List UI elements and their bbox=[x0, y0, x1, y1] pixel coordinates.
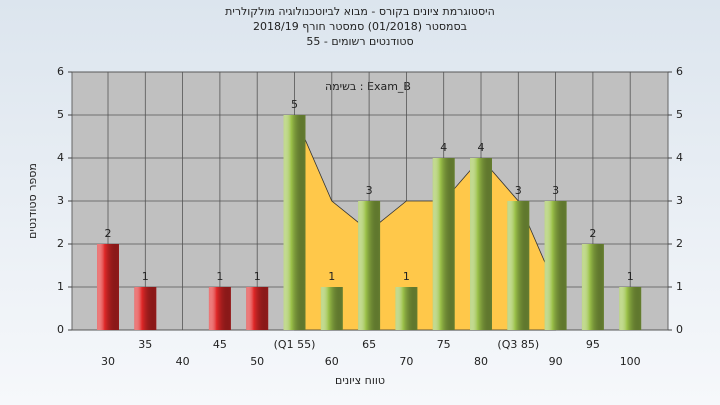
y2-tick-label: 1 bbox=[676, 280, 683, 293]
bar-shade bbox=[246, 287, 269, 330]
y-tick-label: 5 bbox=[57, 108, 64, 121]
data-label: 3 bbox=[366, 184, 373, 197]
data-label: 3 bbox=[552, 184, 559, 197]
bar-shade bbox=[470, 158, 492, 330]
x-tick-label: 95 bbox=[586, 338, 600, 351]
x-tick-label: 90 bbox=[549, 355, 563, 368]
y-tick-label: 1 bbox=[57, 280, 64, 293]
chart-title: היסטוגרמת ציונים בקורס - מבוא לביוטכנולו… bbox=[225, 5, 495, 18]
y-tick-label: 2 bbox=[57, 237, 64, 250]
data-label: 4 bbox=[478, 141, 485, 154]
bar-shade bbox=[395, 287, 418, 330]
bar-shade bbox=[208, 287, 231, 330]
data-label: 3 bbox=[515, 184, 522, 197]
x-axis-label: טווח ציונים bbox=[335, 374, 385, 387]
bar-shade bbox=[432, 158, 455, 330]
data-label: 1 bbox=[216, 270, 223, 283]
y-tick-label: 0 bbox=[57, 323, 64, 336]
annotation: בשימה : Exam_B bbox=[325, 80, 411, 93]
data-label: 2 bbox=[105, 227, 112, 240]
data-label: 1 bbox=[627, 270, 634, 283]
bar-shade bbox=[134, 287, 157, 330]
y-tick-label: 4 bbox=[57, 151, 64, 164]
y-tick-label: 3 bbox=[57, 194, 64, 207]
chart-subtitle: סטודנטים רשומים - 55 bbox=[306, 35, 413, 48]
bar-shade bbox=[619, 287, 642, 330]
y2-tick-label: 6 bbox=[676, 65, 683, 78]
y2-tick-label: 5 bbox=[676, 108, 683, 121]
data-label: 1 bbox=[254, 270, 261, 283]
x-tick-label: 75 bbox=[437, 338, 451, 351]
bar-shade bbox=[283, 115, 306, 330]
x-tick-label: 65 bbox=[362, 338, 376, 351]
x-tick-label: 45 bbox=[213, 338, 227, 351]
data-label: 1 bbox=[403, 270, 410, 283]
chart-subtitle: בסמסטר (01/2018) סמסטר חורף 2018/19 bbox=[253, 20, 467, 33]
bar-shade bbox=[97, 244, 119, 330]
x-tick-label: 100 bbox=[620, 355, 641, 368]
x-tick-label: 80 bbox=[474, 355, 488, 368]
x-tick-label: (Q1 55) bbox=[274, 338, 316, 351]
x-tick-label: 30 bbox=[101, 355, 115, 368]
x-tick-label: 50 bbox=[250, 355, 264, 368]
data-label: 1 bbox=[328, 270, 335, 283]
x-tick-label: 70 bbox=[399, 355, 413, 368]
bar-shade bbox=[358, 201, 381, 330]
y2-tick-label: 3 bbox=[676, 194, 683, 207]
x-tick-label: 60 bbox=[325, 355, 339, 368]
x-tick-label: (Q3 85) bbox=[497, 338, 539, 351]
data-label: 1 bbox=[142, 270, 149, 283]
data-label: 4 bbox=[440, 141, 447, 154]
bar-shade bbox=[507, 201, 530, 330]
bar-shade bbox=[544, 201, 567, 330]
data-label: 5 bbox=[291, 98, 298, 111]
data-label: 2 bbox=[589, 227, 596, 240]
x-tick-label: 35 bbox=[138, 338, 152, 351]
bar-shade bbox=[320, 287, 343, 330]
y-tick-label: 6 bbox=[57, 65, 64, 78]
y2-tick-label: 4 bbox=[676, 151, 683, 164]
y-axis-label: מספר סטודנטים bbox=[26, 163, 39, 239]
y2-tick-label: 0 bbox=[676, 323, 683, 336]
bar-shade bbox=[581, 244, 604, 330]
x-tick-label: 40 bbox=[176, 355, 190, 368]
y2-tick-label: 2 bbox=[676, 237, 683, 250]
